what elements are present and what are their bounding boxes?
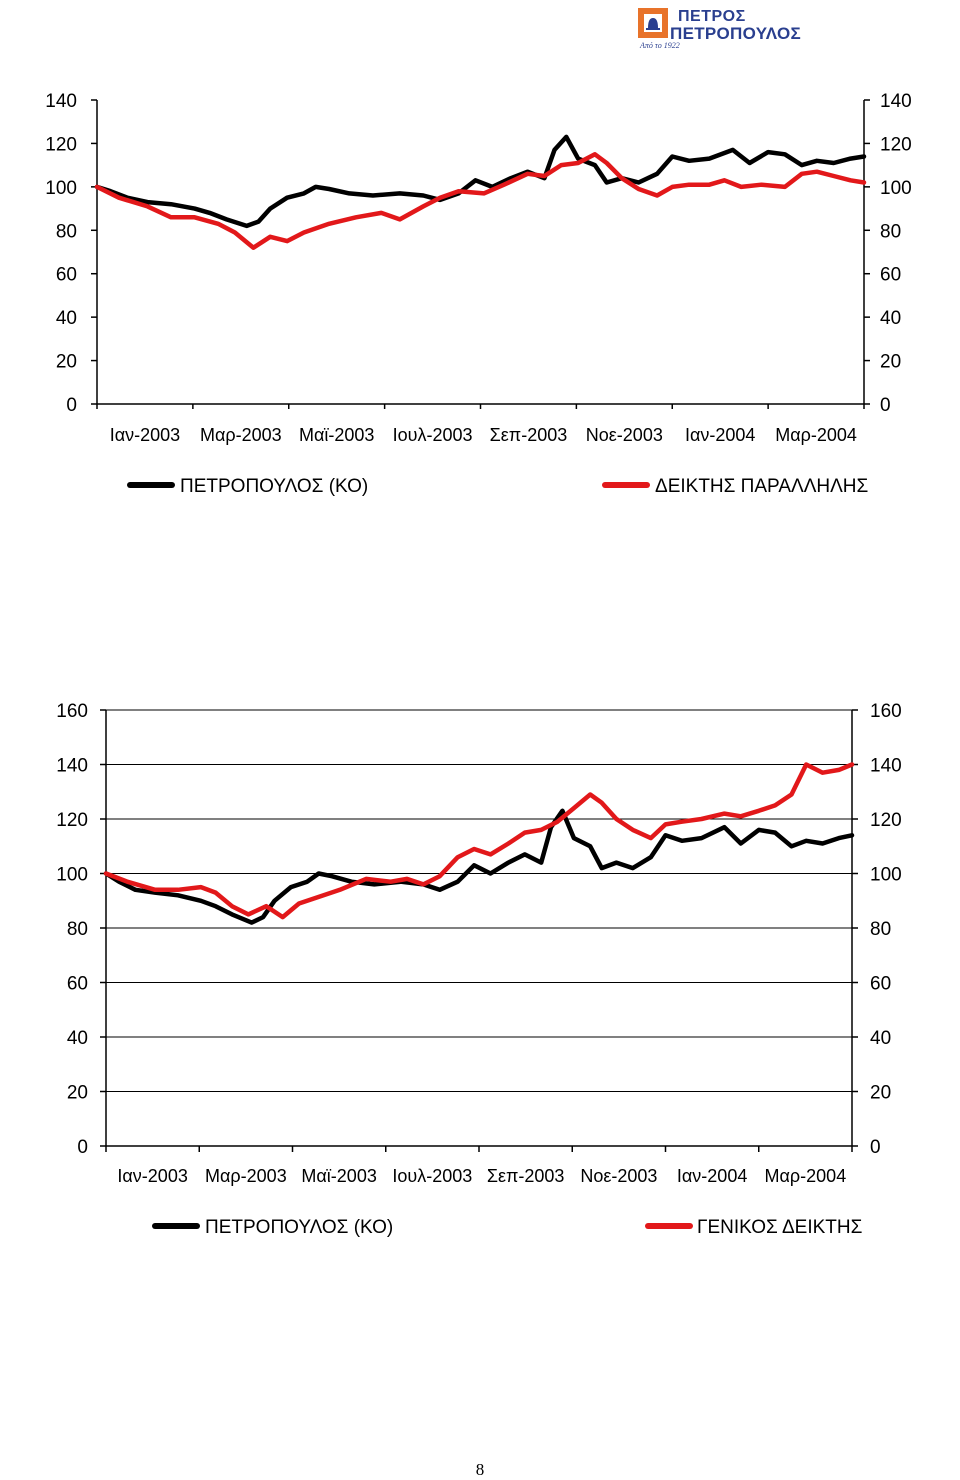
x-tick-label: Μαρ-2003 — [205, 1166, 287, 1186]
series-line-index — [103, 762, 855, 920]
y-tick-label-right: 160 — [870, 701, 902, 722]
x-tick-label: Μαρ-2004 — [765, 1166, 847, 1186]
y-tick-label-left: 40 — [67, 1028, 88, 1049]
logo-line1: ΠΕΤΡΟΣ — [678, 8, 746, 25]
x-tick-label: Ιαν-2003 — [110, 425, 180, 445]
y-tick-label-right: 60 — [870, 974, 891, 995]
y-tick-label-right: 0 — [870, 1137, 881, 1158]
x-tick-label: Μαρ-2004 — [775, 425, 857, 445]
y-tick-label-right: 120 — [880, 134, 912, 155]
y-tick-label-right: 100 — [880, 178, 912, 199]
y-tick-label-left: 60 — [56, 265, 77, 286]
company-logo: ΠΕΤΡΟΣ ΠΕΤΡΟΠΟΥΛΟΣ Από το 1922 — [636, 6, 801, 52]
chart-general-index-svg: 0 0 20 20 40 40 60 60 80 80 100 100 120 120 140 140 160 1… — [56, 701, 902, 1238]
y-tick-label-left: 140 — [56, 756, 88, 777]
y-tick-label-left: 80 — [67, 919, 88, 940]
y-tick-label-left: 160 — [56, 701, 88, 722]
x-tick-label: Μαρ-2003 — [200, 425, 282, 445]
y-tick-label-right: 140 — [870, 756, 902, 777]
y-tick-label-left: 20 — [67, 1083, 88, 1104]
y-tick-label-right: 120 — [870, 810, 902, 831]
x-tick-label: Ιουλ-2003 — [393, 425, 473, 445]
bell-emblem-icon — [638, 8, 668, 38]
x-tick-label: Σεπ-2003 — [487, 1166, 565, 1186]
logo-line2: ΠΕΤΡΟΠΟΥΛΟΣ — [670, 24, 801, 43]
y-tick-label-right: 0 — [880, 395, 891, 416]
logo-subtitle: Από το 1922 — [640, 41, 680, 50]
x-tick-label: Ιαν-2003 — [117, 1166, 187, 1186]
y-tick-label-left: 100 — [56, 865, 88, 886]
page-number: 8 — [475, 1460, 485, 1479]
y-tick-label-left: 80 — [56, 221, 77, 242]
y-tick-label-left: 140 — [45, 91, 77, 112]
y-tick-label-left: 0 — [77, 1137, 88, 1158]
legend-label: ΠΕΤΡΟΠΟΥΛΟΣ (ΚΟ) — [180, 476, 368, 497]
y-tick-label-left: 100 — [45, 178, 77, 199]
y-tick-label-right: 20 — [880, 352, 901, 373]
chart-general-index: 0 0 20 20 40 40 60 60 80 80 100 100 120 120 140 140 160 1… — [0, 690, 960, 1250]
y-tick-label-left: 60 — [67, 974, 88, 995]
x-tick-label: Ιαν-2004 — [685, 425, 755, 445]
series-line-company — [103, 808, 855, 925]
x-tick-label: Νοε-2003 — [586, 425, 663, 445]
y-tick-label-left: 0 — [66, 395, 77, 416]
y-tick-label-right: 140 — [880, 91, 912, 112]
y-tick-label-right: 60 — [880, 265, 901, 286]
y-tick-label-right: 80 — [870, 919, 891, 940]
x-tick-label: Μαϊ-2003 — [299, 425, 374, 445]
chart-parallel-index-svg: 0 0 20 20 40 40 60 60 80 80 100 100 120 120 140 140 Ιαν-… — [45, 91, 912, 497]
series-line-index — [94, 152, 867, 250]
x-tick-label: Σεπ-2003 — [490, 425, 568, 445]
x-tick-label: Ιουλ-2003 — [392, 1166, 472, 1186]
y-tick-label-right: 40 — [880, 308, 901, 329]
legend-label: ΓΕΝΙΚΟΣ ΔΕΙΚΤΗΣ — [697, 1217, 862, 1238]
y-tick-label-left: 20 — [56, 352, 77, 373]
legend-label: ΔΕΙΚΤΗΣ ΠΑΡΑΛΛΗΛΗΣ — [655, 476, 868, 497]
y-tick-label-left: 120 — [45, 134, 77, 155]
y-tick-label-left: 40 — [56, 308, 77, 329]
y-tick-label-right: 20 — [870, 1083, 891, 1104]
legend-label: ΠΕΤΡΟΠΟΥΛΟΣ (ΚΟ) — [205, 1217, 393, 1238]
x-tick-label: Νοε-2003 — [580, 1166, 657, 1186]
y-tick-label-right: 80 — [880, 221, 901, 242]
chart-parallel-index: 0 0 20 20 40 40 60 60 80 80 100 100 120 120 140 140 Ιαν-… — [0, 70, 960, 510]
y-tick-label-left: 120 — [56, 810, 88, 831]
x-tick-label: Μαϊ-2003 — [301, 1166, 376, 1186]
y-tick-label-right: 100 — [870, 865, 902, 886]
series-line-company — [94, 134, 867, 229]
y-tick-label-right: 40 — [870, 1028, 891, 1049]
x-tick-label: Ιαν-2004 — [677, 1166, 747, 1186]
